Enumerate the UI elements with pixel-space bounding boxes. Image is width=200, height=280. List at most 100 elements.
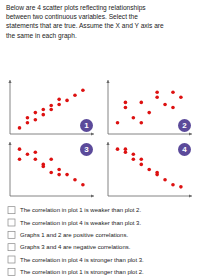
statement: The correlation in plot 4 is stronger th… <box>8 256 144 263</box>
x-axis <box>10 134 94 135</box>
point <box>116 147 120 151</box>
point <box>34 111 38 115</box>
point <box>57 98 61 102</box>
point <box>73 178 77 182</box>
badge <box>178 143 191 156</box>
x-axis <box>108 196 192 197</box>
point <box>132 158 136 162</box>
title: Below are 4 scatter plots reflecting rel… <box>6 4 164 40</box>
statement-text: The correlation in plot 4 is stronger th… <box>20 257 144 263</box>
point <box>73 93 77 97</box>
point <box>49 171 53 175</box>
point <box>18 126 22 130</box>
point <box>116 121 120 125</box>
y-axis <box>10 80 11 134</box>
point <box>139 101 143 105</box>
point <box>34 118 38 122</box>
point <box>57 168 61 172</box>
point <box>132 116 136 120</box>
statement: Graphs 3 and 4 are negative correlations… <box>8 244 131 251</box>
point <box>49 158 53 162</box>
y-axis-arrow <box>8 142 11 145</box>
point <box>147 111 151 115</box>
badge <box>80 119 93 132</box>
checkbox <box>8 268 15 275</box>
point <box>26 152 30 156</box>
point <box>124 101 128 105</box>
point <box>139 121 143 125</box>
points <box>116 147 183 188</box>
x-axis-arrow <box>91 194 94 197</box>
statement: Graphs 1 and 2 are positive correlations… <box>8 231 128 238</box>
y-axis-arrow <box>8 80 11 83</box>
x-axis-arrow <box>189 132 192 135</box>
point <box>155 171 159 175</box>
point <box>171 106 175 110</box>
checkbox <box>8 207 15 214</box>
point <box>132 152 136 156</box>
point <box>163 178 167 182</box>
point <box>18 158 22 162</box>
point <box>34 150 38 154</box>
point <box>65 99 69 103</box>
point <box>147 168 151 172</box>
point <box>179 96 183 100</box>
scatter-plot: 4 <box>106 142 192 198</box>
point <box>26 121 30 125</box>
point <box>41 113 45 117</box>
point <box>155 96 159 100</box>
badge <box>80 143 93 156</box>
statement-text: The correlation in plot 1 is weaker than… <box>20 207 141 213</box>
point <box>124 147 128 151</box>
x-axis <box>10 196 94 197</box>
statement-text: Graphs 1 and 2 are positive correlations… <box>20 232 128 238</box>
point <box>18 147 22 151</box>
statement-text: The correlation in plot 1 is stronger th… <box>20 269 144 275</box>
point <box>81 183 85 187</box>
point <box>41 108 45 112</box>
checkbox <box>8 219 15 226</box>
plot-label: 2 <box>182 121 187 130</box>
plot-label: 1 <box>84 121 89 130</box>
point <box>139 158 143 162</box>
y-axis <box>108 80 109 134</box>
x-axis-arrow <box>189 194 192 197</box>
statement: The correlation in plot 1 is stronger th… <box>8 268 144 275</box>
checkbox <box>8 231 15 238</box>
point <box>26 116 30 120</box>
points <box>18 147 85 186</box>
point <box>155 90 159 94</box>
point <box>171 90 175 94</box>
statement: The correlation in plot 1 is weaker than… <box>8 207 141 214</box>
y-axis-arrow <box>106 142 109 145</box>
statement-text: Graphs 3 and 4 are negative correlations… <box>20 244 131 250</box>
scatter-plot: 3 <box>8 142 94 198</box>
x-axis-arrow <box>91 132 94 135</box>
point <box>163 103 167 107</box>
checkbox <box>8 244 15 251</box>
badge <box>178 119 191 132</box>
page: Below are 4 scatter plots reflecting rel… <box>0 0 200 280</box>
plot-label: 3 <box>84 145 89 154</box>
scatter-plot: 2 <box>106 80 192 136</box>
point <box>124 106 128 110</box>
statement: The correlation in plot 4 is weaker than… <box>8 219 141 226</box>
statement-text: The correlation in plot 4 is weaker than… <box>20 220 141 226</box>
scatter-plot: 1 <box>8 80 94 136</box>
point <box>49 108 53 112</box>
point <box>81 88 85 92</box>
points <box>18 88 85 129</box>
point <box>65 173 69 177</box>
y-axis <box>10 142 11 196</box>
point <box>179 185 183 189</box>
y-axis-arrow <box>106 80 109 83</box>
point <box>34 158 38 162</box>
points <box>116 90 183 124</box>
plot-label: 4 <box>182 145 187 154</box>
point <box>57 103 61 107</box>
point <box>57 173 61 177</box>
point <box>41 165 45 169</box>
y-axis <box>108 142 109 196</box>
point <box>139 163 143 167</box>
x-axis <box>108 134 192 135</box>
